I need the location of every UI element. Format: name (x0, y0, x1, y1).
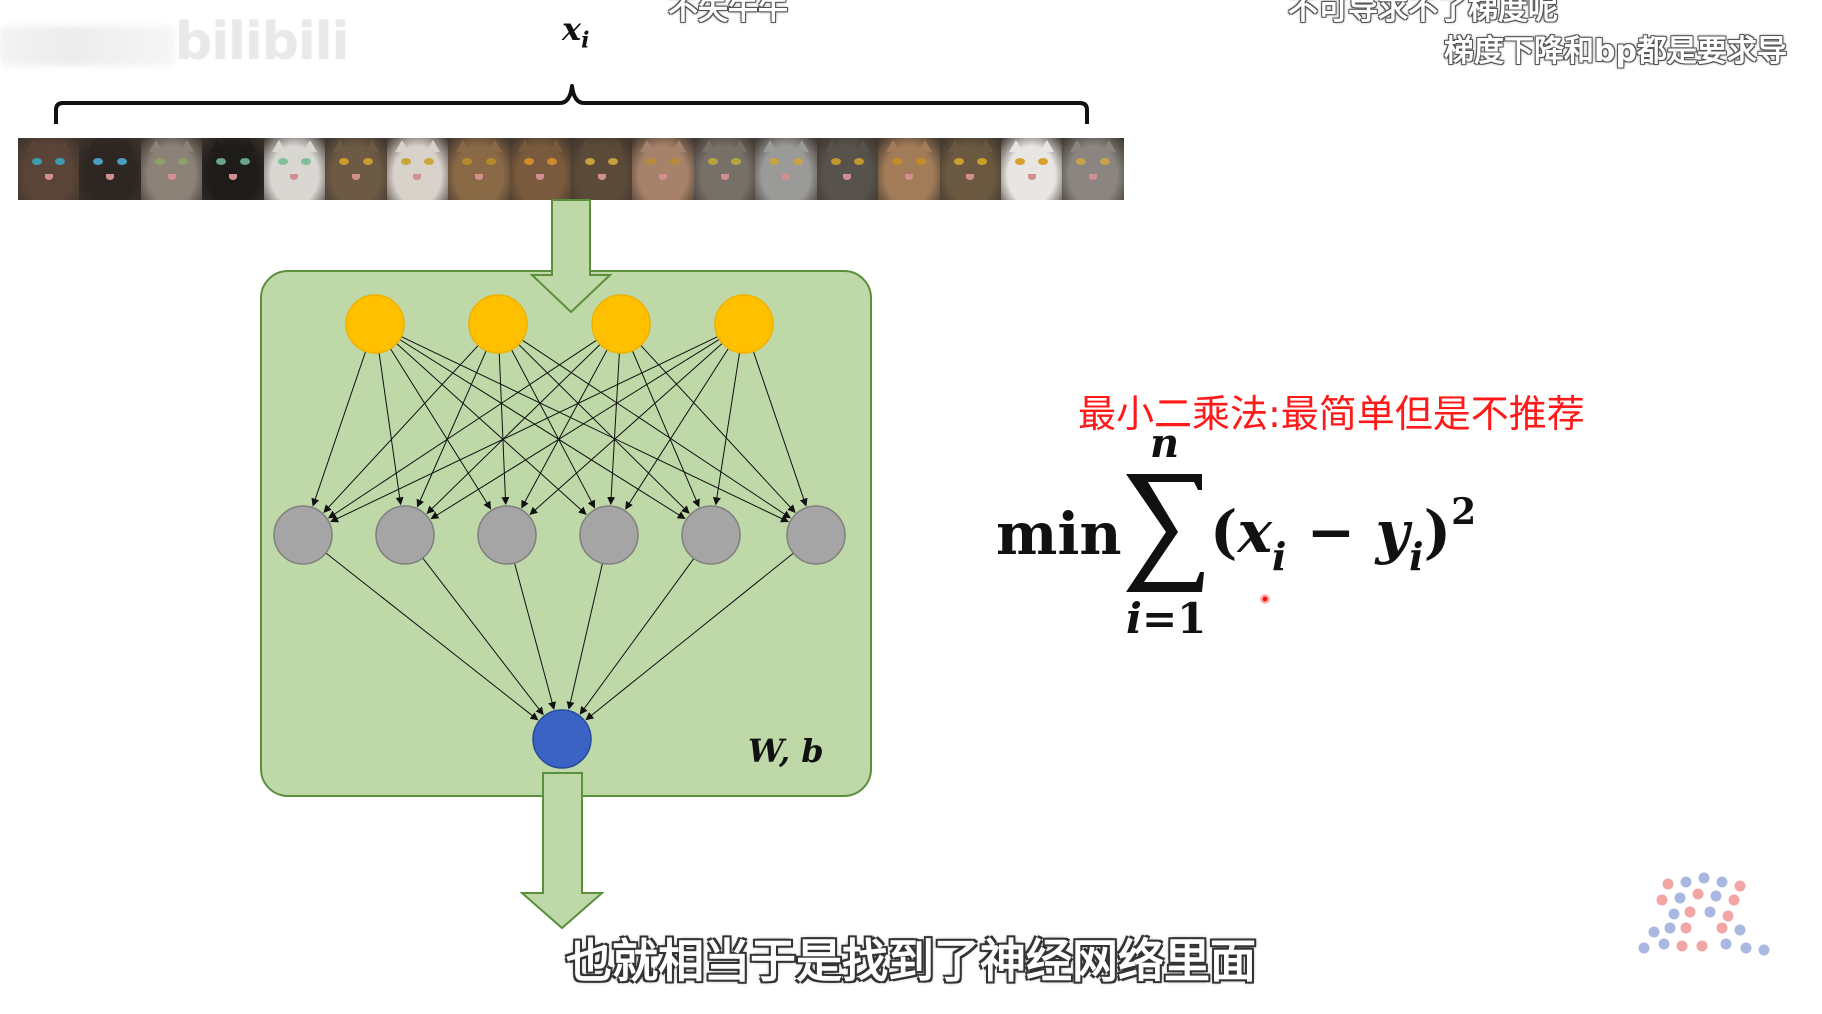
network-edge (330, 334, 721, 523)
network-edge (378, 349, 404, 506)
hidden-node-layer1 (714, 294, 774, 354)
input-brace (54, 84, 1089, 124)
cat-image (325, 138, 387, 200)
network-edge (430, 337, 723, 520)
sum-index-var: i (1126, 594, 1142, 643)
network-edge (388, 345, 492, 510)
hidden-node-layer2 (375, 505, 435, 565)
network-edge (625, 345, 731, 510)
output-node (532, 709, 592, 769)
network-edge (529, 340, 725, 516)
network-edge (579, 555, 697, 715)
model-params-label: W, b (748, 732, 824, 770)
hidden-node-layer1 (345, 294, 405, 354)
formula-power: 2 (1451, 491, 1477, 533)
network-edge (521, 346, 610, 509)
formula-body: (xi − yi)2 (1210, 491, 1476, 579)
hidden-node-layer1 (468, 294, 528, 354)
formula-min: min (996, 500, 1122, 568)
hidden-node-layer2 (273, 505, 333, 565)
hidden-node-layer2 (579, 505, 639, 565)
network-edge (516, 342, 690, 514)
network-edge (323, 342, 481, 513)
cat-image-strip (18, 138, 1124, 200)
network-edge (420, 555, 544, 716)
input-sub: i (581, 27, 590, 54)
formula-minus: − (1286, 498, 1376, 566)
model-box (260, 270, 872, 797)
cat-image (1001, 138, 1063, 200)
formula-note: 最小二乘法:最简单但是不推荐 (1078, 392, 1585, 436)
cat-image (878, 138, 940, 200)
channel-logo-icon (1638, 872, 1770, 956)
network-edge (311, 348, 368, 507)
network-edge (509, 346, 596, 509)
cat-image (140, 138, 203, 200)
network-edge (566, 560, 604, 710)
network-edge (323, 550, 539, 721)
laser-pointer-dot (1260, 594, 1270, 604)
network-edge (585, 550, 796, 721)
network-edge (396, 337, 686, 520)
formula-y-sub: i (1409, 534, 1424, 579)
network-edge (398, 334, 789, 523)
input-var: x (562, 10, 582, 48)
danmaku-comment: 梯度下降和bp都是要求导 (1444, 34, 1787, 69)
sum-index-start: =1 (1141, 594, 1207, 643)
cat-image (755, 138, 817, 200)
network-edge (607, 350, 621, 506)
network-edge (327, 338, 600, 519)
danmaku-comment: 不可导求不了梯度呢 (1288, 0, 1558, 27)
cat-image (509, 138, 571, 200)
formula-x: x (1237, 498, 1273, 566)
network-edge (630, 347, 700, 508)
watermark-blur (0, 26, 175, 66)
hidden-node-layer2 (681, 505, 741, 565)
network-edge (394, 341, 587, 515)
network-edge (426, 341, 603, 515)
cat-image (18, 138, 80, 200)
cat-image (693, 138, 756, 200)
network-edge (498, 350, 510, 506)
danmaku-comment: 不失牛牛 (668, 0, 788, 27)
hidden-node-layer2 (786, 505, 846, 565)
cat-image (1062, 138, 1124, 200)
hidden-node-layer1 (591, 294, 651, 354)
sum-upper-limit: n (1150, 420, 1180, 467)
cat-image (939, 138, 1001, 200)
cat-image (816, 138, 879, 200)
formula-x-sub: i (1272, 534, 1287, 579)
network-edge (751, 348, 808, 507)
network-edge (416, 347, 488, 508)
network-edge (638, 342, 796, 513)
input-arrow (529, 199, 613, 314)
formula-y: y (1375, 498, 1410, 566)
hidden-node-layer2 (477, 505, 537, 565)
sigma-symbol (1126, 474, 1204, 592)
close-paren: ) (1423, 498, 1452, 566)
cat-image (202, 138, 264, 200)
sum-lower-limit: i=1 (1126, 594, 1206, 643)
network-edge (712, 349, 741, 506)
cat-image (632, 138, 694, 200)
cat-image (263, 138, 326, 200)
bilibili-watermark-logo: bilibili (175, 12, 349, 72)
network-edge (519, 338, 792, 519)
network-edge (513, 560, 556, 711)
output-arrow (519, 772, 605, 930)
open-paren: ( (1210, 498, 1238, 566)
cat-image (79, 138, 141, 200)
cat-image (386, 138, 449, 200)
cat-image (448, 138, 510, 200)
input-label: xi (562, 10, 589, 53)
cat-image (570, 138, 633, 200)
video-subtitle: 也就相当于是找到了神经网络里面 (566, 934, 1256, 988)
